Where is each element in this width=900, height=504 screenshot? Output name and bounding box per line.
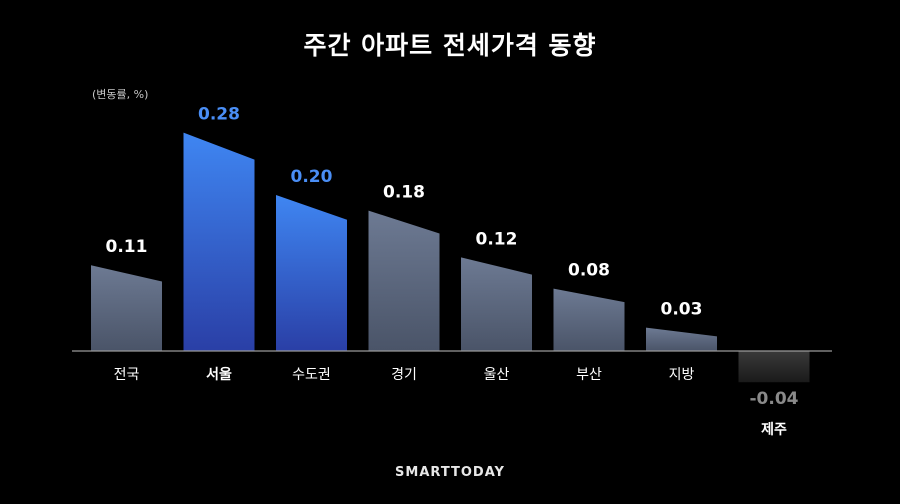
- value-label-제주: -0.04: [750, 389, 799, 409]
- value-label-서울: 0.28: [198, 105, 240, 125]
- bar-지방: [646, 327, 717, 351]
- category-label-경기: 경기: [391, 367, 417, 383]
- category-label-울산: 울산: [484, 367, 510, 383]
- bar-울산: [461, 257, 532, 351]
- category-label-서울: 서울: [206, 366, 232, 383]
- value-label-경기: 0.18: [383, 183, 425, 203]
- value-label-부산: 0.08: [568, 261, 610, 281]
- value-label-수도권: 0.20: [291, 167, 333, 187]
- bar-전국: [91, 265, 162, 351]
- category-label-수도권: 수도권: [292, 367, 331, 383]
- unit-label: (변동률, %): [92, 88, 149, 101]
- bar-서울: [183, 132, 255, 351]
- bar-수도권: [276, 195, 347, 351]
- value-label-전국: 0.11: [106, 237, 148, 257]
- bar-제주: [738, 351, 810, 383]
- bar-경기: [368, 210, 440, 351]
- chart-title: 주간 아파트 전세가격 동향: [303, 31, 597, 60]
- category-label-지방: 지방: [669, 367, 695, 383]
- bar-부산: [553, 288, 625, 351]
- brand-logo: SMARTTODAY: [395, 465, 505, 480]
- value-label-지방: 0.03: [661, 300, 703, 320]
- category-label-전국: 전국: [114, 367, 140, 383]
- category-label-부산: 부산: [576, 367, 602, 383]
- value-label-울산: 0.12: [476, 229, 518, 249]
- category-label-제주: 제주: [761, 422, 787, 438]
